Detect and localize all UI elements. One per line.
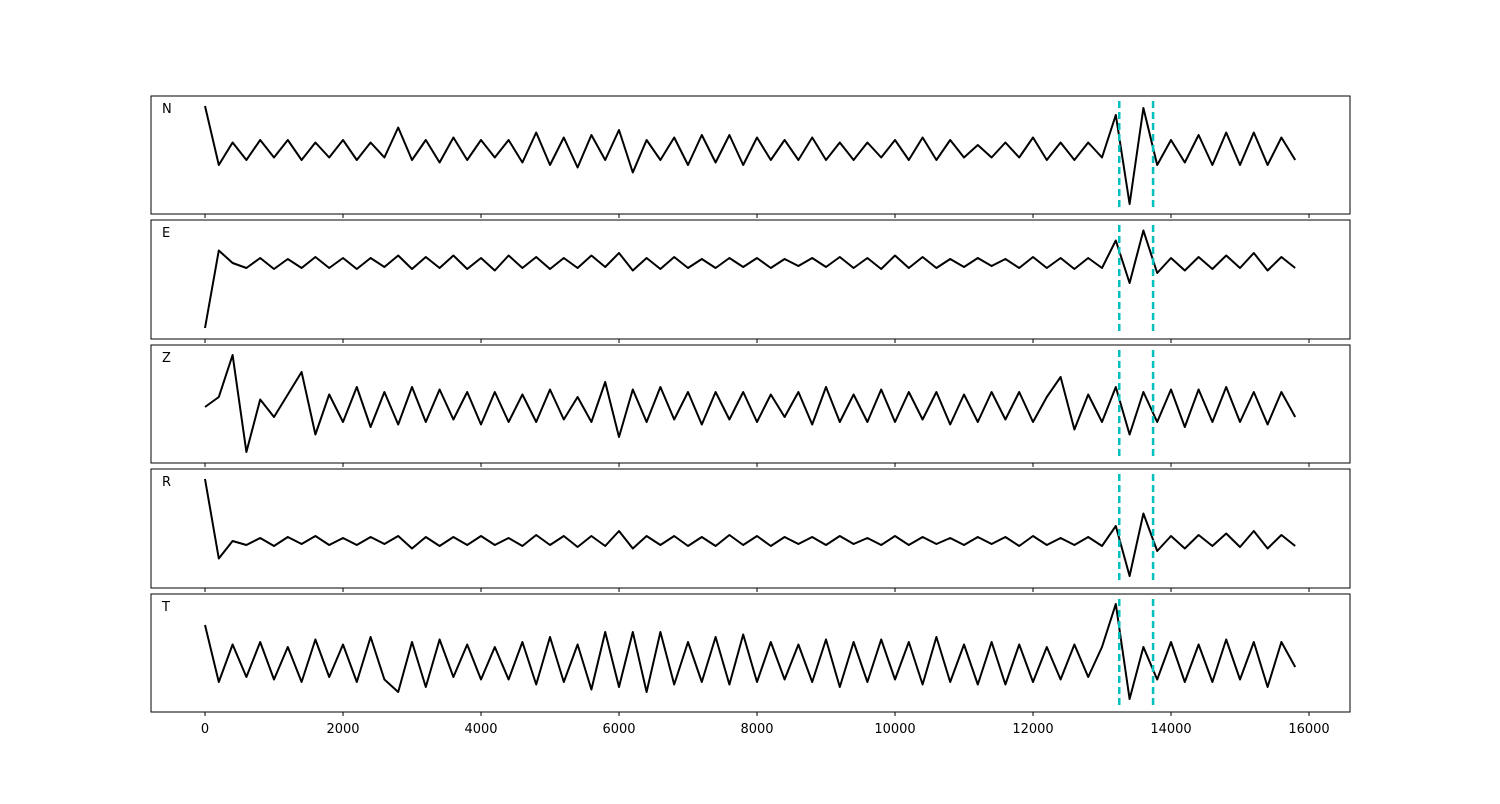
trace [204,478,1296,577]
x-tick-label: 0 [201,722,209,737]
trace [204,105,1297,205]
panel-frame [150,219,1351,340]
panel-frame [150,468,1351,589]
panel-frame [150,344,1351,464]
panel-label: R [162,475,171,490]
panel-label: Z [162,351,171,366]
trace [204,603,1297,700]
trace [204,229,1296,329]
x-tick-label: 16000 [1288,722,1329,737]
panel-frame [150,593,1351,713]
x-tick-label: 6000 [602,722,635,737]
x-tick-label: 2000 [326,722,359,737]
panel-frame [150,95,1351,215]
panel-label: T [161,600,170,615]
x-tick-label: 12000 [1012,722,1053,737]
x-tick-label: 4000 [464,722,497,737]
panel-label: N [162,102,172,117]
x-tick-label: 14000 [1150,722,1191,737]
panel-label: E [162,226,170,241]
x-tick-label: 10000 [874,722,915,737]
x-tick-label: 8000 [740,722,773,737]
trace [204,354,1297,453]
